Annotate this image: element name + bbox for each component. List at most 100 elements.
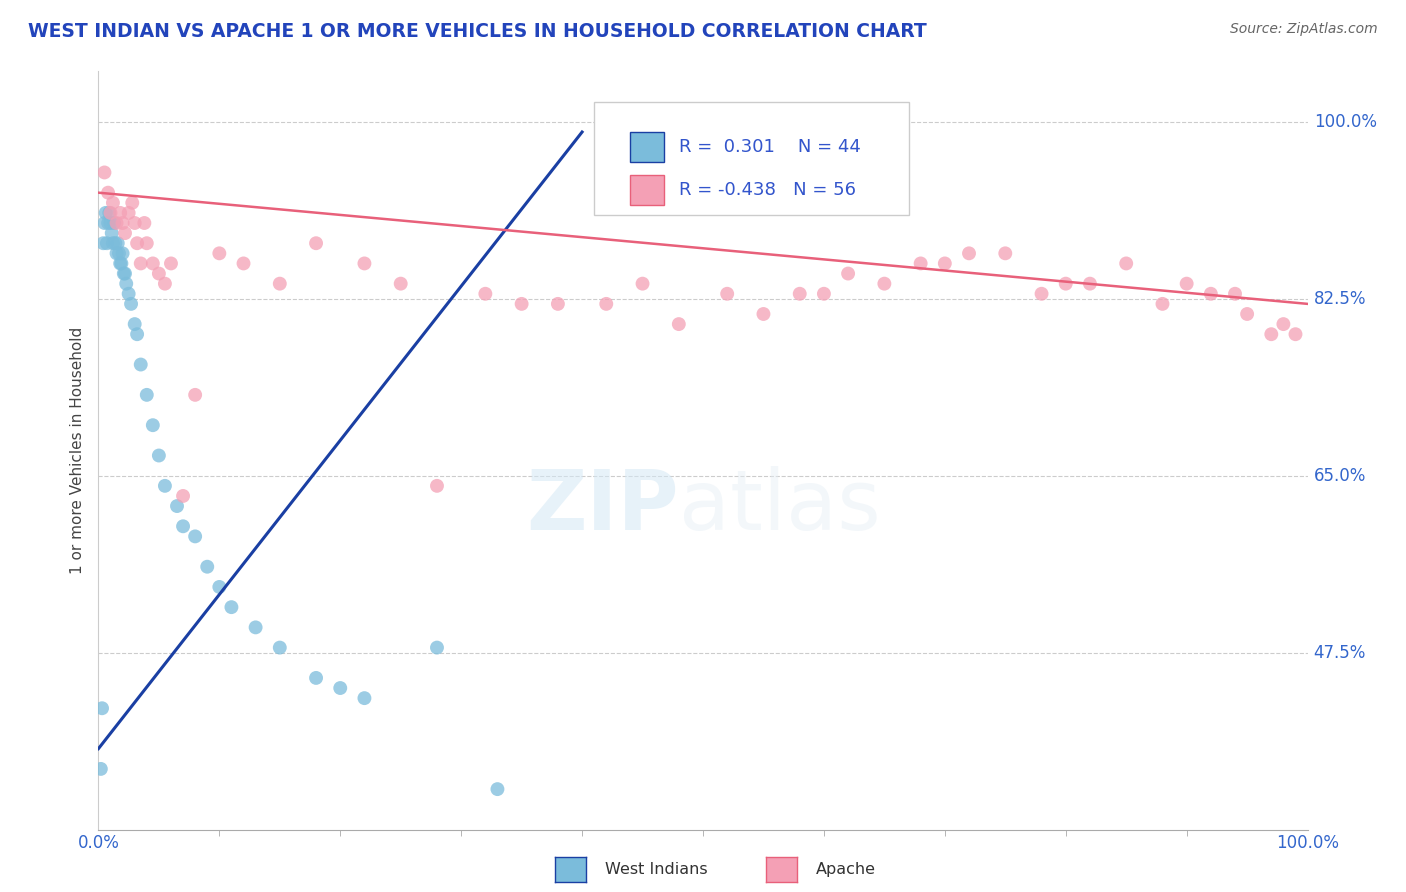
Text: atlas: atlas [679, 466, 880, 547]
Point [269, 640, 291, 655]
Point [110, 256, 132, 270]
Point [114, 267, 136, 281]
Point [118, 286, 141, 301]
Text: WEST INDIAN VS APACHE 1 OR MORE VEHICLES IN HOUSEHOLD CORRELATION CHART: WEST INDIAN VS APACHE 1 OR MORE VEHICLES… [28, 22, 927, 41]
Point [127, 327, 149, 342]
Point [93, 216, 115, 230]
Point [112, 267, 135, 281]
FancyBboxPatch shape [595, 102, 908, 216]
Point [127, 236, 149, 251]
Point [148, 267, 170, 281]
Point [100, 226, 122, 240]
Point [114, 226, 136, 240]
Point [100, 206, 122, 220]
Point [994, 246, 1017, 260]
Point [813, 286, 835, 301]
Point [94, 206, 117, 220]
FancyBboxPatch shape [630, 131, 664, 161]
Point [184, 388, 207, 402]
Point [90, 762, 112, 776]
Point [389, 277, 412, 291]
Point [166, 499, 188, 513]
Point [208, 580, 231, 594]
Point [172, 489, 194, 503]
Point [148, 449, 170, 463]
Point [104, 236, 127, 251]
Point [172, 519, 194, 533]
Point [353, 691, 375, 706]
Point [98, 206, 121, 220]
Point [97, 216, 120, 230]
Point [837, 267, 859, 281]
Point [1223, 286, 1246, 301]
Point [105, 246, 128, 260]
Point [595, 297, 617, 311]
Point [101, 195, 124, 210]
Text: 82.5%: 82.5% [1313, 290, 1367, 308]
Point [873, 277, 896, 291]
Text: West Indians: West Indians [605, 863, 707, 877]
Point [1152, 297, 1174, 311]
Point [716, 286, 738, 301]
Point [134, 216, 156, 230]
Point [91, 236, 114, 251]
Point [195, 559, 218, 574]
Point [120, 297, 142, 311]
Point [934, 256, 956, 270]
Point [135, 388, 157, 402]
Point [108, 246, 131, 260]
Point [105, 216, 128, 230]
Point [142, 256, 165, 270]
Point [100, 216, 122, 230]
Point [510, 297, 533, 311]
Text: 47.5%: 47.5% [1313, 644, 1367, 662]
Point [232, 256, 254, 270]
Point [426, 479, 449, 493]
Point [115, 277, 138, 291]
Point [118, 206, 141, 220]
Point [426, 640, 449, 655]
Y-axis label: 1 or more Vehicles in Household: 1 or more Vehicles in Household [70, 326, 86, 574]
Point [153, 479, 176, 493]
Point [160, 256, 183, 270]
Text: 100.0%: 100.0% [1313, 113, 1376, 131]
Point [1175, 277, 1198, 291]
Text: R = -0.438   N = 56: R = -0.438 N = 56 [679, 181, 856, 199]
Point [329, 681, 352, 695]
Point [101, 236, 124, 251]
Point [208, 246, 231, 260]
Point [269, 277, 291, 291]
Point [1260, 327, 1282, 342]
Point [142, 418, 165, 433]
Point [111, 216, 134, 230]
Point [108, 256, 131, 270]
Point [1272, 317, 1295, 331]
Point [129, 256, 152, 270]
Point [103, 216, 125, 230]
Point [631, 277, 654, 291]
Point [1236, 307, 1258, 321]
Point [121, 195, 143, 210]
Point [129, 358, 152, 372]
Text: ZIP: ZIP [526, 466, 679, 547]
Point [107, 236, 129, 251]
Point [97, 186, 120, 200]
Point [153, 277, 176, 291]
Point [957, 246, 980, 260]
Point [124, 216, 146, 230]
Point [93, 165, 115, 179]
Point [111, 246, 134, 260]
Point [1115, 256, 1137, 270]
Point [245, 620, 267, 634]
Point [1054, 277, 1077, 291]
Point [474, 286, 496, 301]
Point [752, 307, 775, 321]
Point [668, 317, 690, 331]
Point [547, 297, 569, 311]
Point [789, 286, 811, 301]
Text: 65.0%: 65.0% [1313, 467, 1367, 484]
Point [1078, 277, 1101, 291]
Point [1284, 327, 1306, 342]
Point [135, 236, 157, 251]
Point [305, 236, 328, 251]
